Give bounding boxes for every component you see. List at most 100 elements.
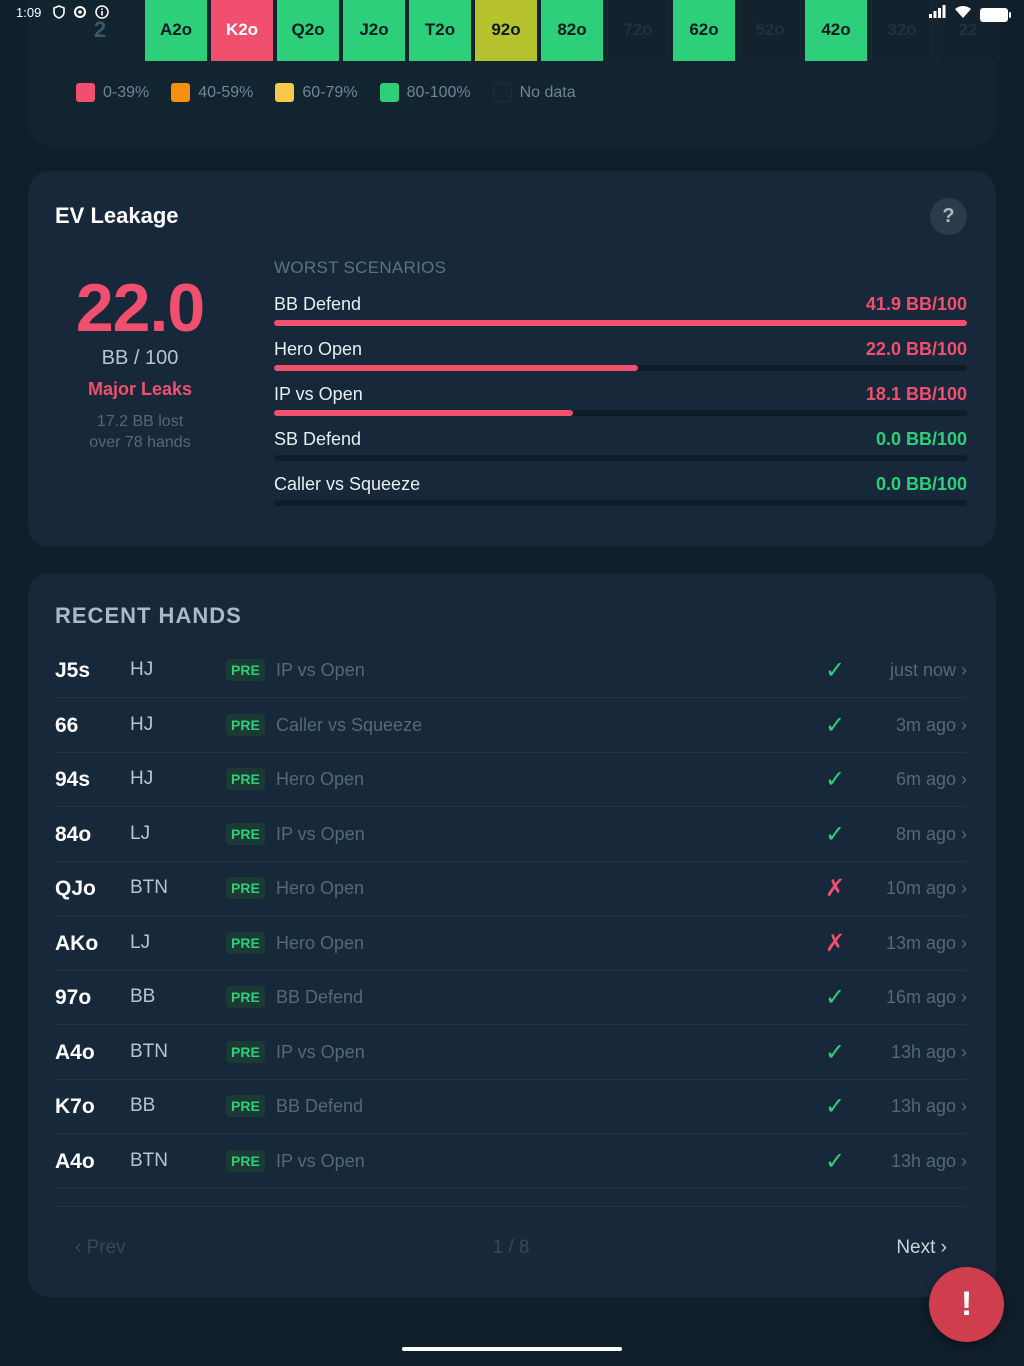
legend-label: 0-39% <box>103 83 150 101</box>
hand-row[interactable]: AKo LJ PRE Hero Open ✗ 13m ago › <box>55 917 967 971</box>
matrix-cell[interactable]: 52o <box>739 0 801 61</box>
legend-swatch <box>76 83 95 102</box>
legend-item: 40-59% <box>171 83 253 102</box>
shield-icon <box>52 5 66 19</box>
street-badge: PRE <box>226 932 265 954</box>
ev-note: 17.2 BB lost over 78 hands <box>28 411 252 453</box>
scenario-row[interactable]: Caller vs Squeeze 0.0 BB/100 <box>274 474 967 519</box>
matrix-cell[interactable]: J2o <box>343 0 405 61</box>
hand-position: LJ <box>130 932 151 953</box>
street-badge: PRE <box>226 768 265 790</box>
scenario-name: BB Defend <box>274 294 362 314</box>
matrix-cell[interactable]: 82o <box>541 0 603 61</box>
page-indicator: 1 / 8 <box>492 1237 530 1258</box>
cross-icon: ✗ <box>824 875 846 902</box>
check-icon: ✓ <box>824 712 846 739</box>
wifi-icon <box>954 5 972 24</box>
recent-hands-title: RECENT HANDS <box>55 603 242 628</box>
hand-time: 6m ago › <box>895 769 967 789</box>
hand-cards: J5s <box>55 659 91 682</box>
legend-swatch <box>379 83 399 102</box>
hand-cards: K7o <box>55 1095 95 1118</box>
scenario-value: 22.0 BB/100 <box>865 339 967 359</box>
ev-leakage-card: EV Leakage ? 22.0 BB / 100 Major Leaks 1… <box>28 171 996 547</box>
status-bar: 1:09 <box>0 0 1024 26</box>
scenario-row[interactable]: BB Defend 41.9 BB/100 <box>274 294 967 339</box>
matrix-cell[interactable]: 72o <box>607 0 669 61</box>
hand-row[interactable]: J5s HJ PRE IP vs Open ✓ just now › <box>55 644 967 698</box>
street-badge: PRE <box>226 1150 265 1172</box>
check-icon: ✓ <box>824 984 846 1011</box>
hand-cards: 94s <box>55 768 91 791</box>
street-badge: PRE <box>226 714 265 736</box>
scenario-row[interactable]: SB Defend 0.0 BB/100 <box>274 429 967 474</box>
hand-time: 16m ago › <box>885 987 967 1007</box>
matrix-cell[interactable]: Q2o <box>277 0 339 61</box>
info-icon <box>95 5 109 19</box>
legend-label: 60-79% <box>302 83 358 101</box>
hand-time: 8m ago › <box>895 824 967 844</box>
legend-swatch <box>492 83 512 102</box>
scenario-row[interactable]: Hero Open 22.0 BB/100 <box>274 339 967 384</box>
scenario-bar-fill <box>274 320 967 326</box>
hand-time: 13h ago › <box>890 1096 967 1116</box>
hand-time: 13h ago › <box>890 1151 967 1171</box>
scenario-name: Hero Open <box>274 339 363 359</box>
check-icon: ✓ <box>824 1093 846 1120</box>
hand-time: 10m ago › <box>885 878 967 898</box>
matrix-cell[interactable]: T2o <box>409 0 471 61</box>
matrix-row: 2 A2o K2o Q2o J2o T2o 92o 82o 72o 62o 52… <box>75 0 1003 61</box>
matrix-cell[interactable]: A2o <box>145 0 207 61</box>
hand-time: 3m ago › <box>895 715 967 735</box>
hand-row[interactable]: K7o BB PRE BB Defend ✓ 13h ago › <box>55 1080 967 1134</box>
card-title: EV Leakage <box>55 203 179 228</box>
hand-row[interactable]: QJo BTN PRE Hero Open ✗ 10m ago › <box>55 862 967 916</box>
status-time: 1:09 <box>16 5 42 20</box>
legend-item: No data <box>492 83 576 102</box>
prev-button[interactable]: ‹ Prev <box>75 1237 126 1258</box>
hand-row[interactable]: A4o BTN PRE IP vs Open ✓ 13h ago › <box>55 1135 967 1189</box>
scenario-bar-track <box>274 455 967 461</box>
hand-position: BTN <box>130 1150 168 1171</box>
hand-scenario: BB Defend <box>276 1096 364 1116</box>
hand-position: HJ <box>130 659 154 680</box>
scenario-name: SB Defend <box>274 429 362 449</box>
hand-position: BB <box>130 1095 156 1116</box>
scenario-row[interactable]: IP vs Open 18.1 BB/100 <box>274 384 967 429</box>
ev-note-line: over 78 hands <box>89 434 191 451</box>
hand-scenario: BB Defend <box>276 987 364 1007</box>
check-icon: ✓ <box>824 821 846 848</box>
matrix-cell[interactable]: 32o <box>871 0 933 61</box>
hand-position: BTN <box>130 877 168 898</box>
check-icon: ✓ <box>824 1148 846 1175</box>
help-button[interactable]: ? <box>930 198 967 235</box>
scenario-name: IP vs Open <box>274 384 363 404</box>
street-badge: PRE <box>226 986 265 1008</box>
next-button[interactable]: Next › <box>896 1237 947 1258</box>
hand-row[interactable]: A4o BTN PRE IP vs Open ✓ 13h ago › <box>55 1026 967 1080</box>
hand-scenario: Hero Open <box>276 878 365 898</box>
matrix-cell[interactable]: K2o <box>211 0 273 61</box>
legend-swatch <box>275 83 295 102</box>
hand-row[interactable]: 66 HJ PRE Caller vs Squeeze ✓ 3m ago › <box>55 699 967 753</box>
scenario-value: 0.0 BB/100 <box>875 474 967 494</box>
matrix-cell[interactable]: 42o <box>805 0 867 61</box>
hand-row[interactable]: 94s HJ PRE Hero Open ✓ 6m ago › <box>55 753 967 807</box>
hand-scenario: Hero Open <box>276 933 365 953</box>
scenario-name: Caller vs Squeeze <box>274 474 421 494</box>
hand-scenario: Hero Open <box>276 769 365 789</box>
street-badge: PRE <box>226 823 265 845</box>
legend-item: 80-100% <box>379 83 471 102</box>
recent-hands-card: RECENT HANDS J5s HJ PRE IP vs Open ✓ just now… <box>28 573 996 1297</box>
matrix-cell[interactable]: 92o <box>475 0 537 61</box>
battery-icon <box>980 7 1011 22</box>
scenario-bar-fill <box>274 410 574 416</box>
matrix-cell[interactable]: 62o <box>673 0 735 61</box>
hand-row[interactable]: 97o BB PRE BB Defend ✓ 16m ago › <box>55 971 967 1025</box>
report-fab-button[interactable]: ! <box>929 1267 1004 1342</box>
check-icon: ✓ <box>824 1039 846 1066</box>
scenario-value: 0.0 BB/100 <box>875 429 967 449</box>
signal-icon <box>928 5 946 24</box>
street-badge: PRE <box>226 1095 265 1117</box>
hand-row[interactable]: 84o LJ PRE IP vs Open ✓ 8m ago › <box>55 808 967 862</box>
